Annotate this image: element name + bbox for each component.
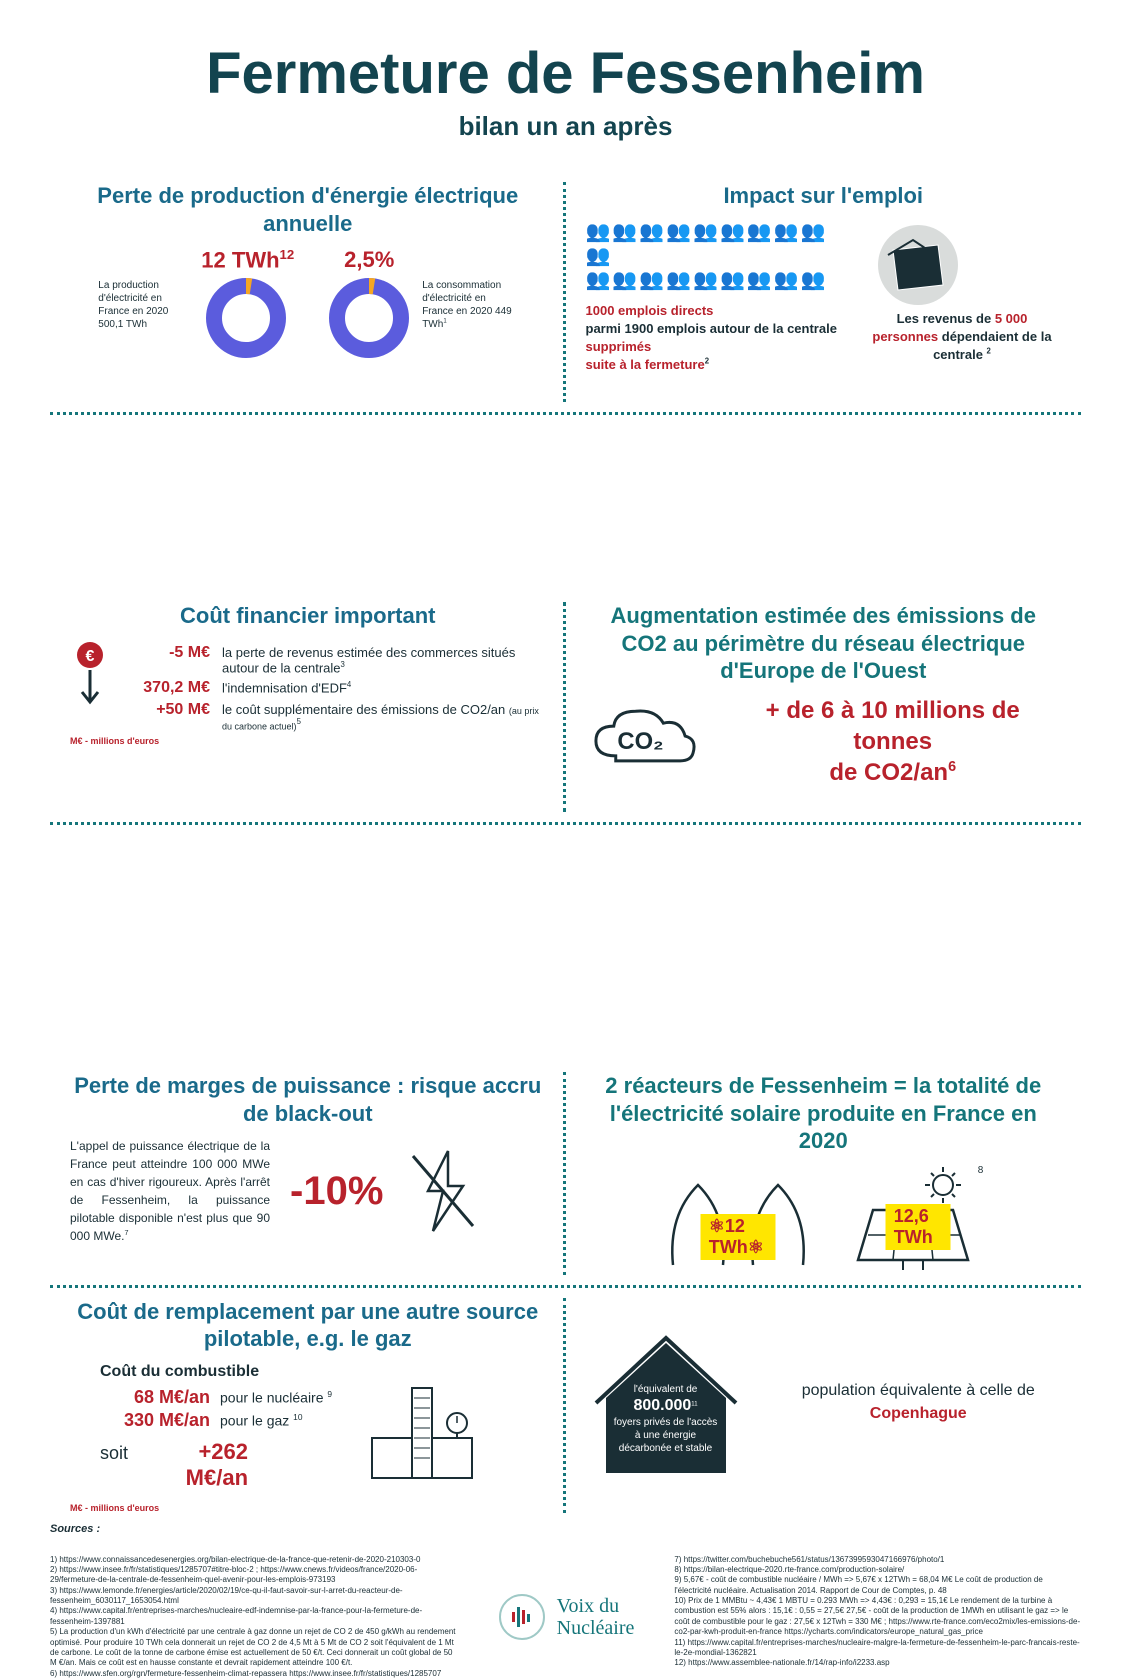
- sources-title: Sources :: [50, 1523, 1081, 1535]
- wallet-icon: [863, 220, 973, 310]
- co2-value: + de 6 à 10 millions de tonnes de CO2/an…: [724, 695, 1061, 789]
- gas-plant-icon: [352, 1368, 492, 1488]
- population-text: population équivalente à celle de Copenh…: [776, 1380, 1062, 1425]
- logo: Voix duNucléaire: [477, 1555, 655, 1679]
- sources-col2: 7) https://twitter.com/buchebuche561/sta…: [674, 1555, 1081, 1679]
- section-co2: Augmentation estimée des émissions de CO…: [566, 592, 1082, 822]
- section-title: Perte de production d'énergie électrique…: [70, 182, 546, 237]
- fuel-note: M€ - millions d'euros: [70, 1503, 546, 1513]
- section-employment: Impact sur l'emploi 👥👥👥👥👥👥👥👥👥👥👥👥👥👥👥👥👥👥👥 …: [566, 172, 1082, 412]
- section-blackout: Perte de marges de puissance : risque ac…: [50, 1062, 566, 1285]
- section-households: l'équivalent de 800.00011 foyers privés …: [566, 1288, 1082, 1523]
- blackout-text: L'appel de puissance électrique de la Fr…: [70, 1137, 270, 1245]
- infographic-grid: Perte de production d'énergie électrique…: [50, 172, 1081, 1523]
- section-title: Perte de marges de puissance : risque ac…: [70, 1072, 546, 1127]
- section-title: Augmentation estimée des émissions de CO…: [586, 602, 1062, 685]
- donut1-label: La production d'électricité en France en…: [98, 279, 193, 331]
- blackout-value: -10%: [290, 1169, 383, 1214]
- section-title: Impact sur l'emploi: [586, 182, 1062, 210]
- sources-col1: 1) https://www.connaissancedesenergies.o…: [50, 1555, 457, 1679]
- people-icons: 👥👥👥👥👥👥👥👥👥👥👥👥👥👥👥👥👥👥👥: [586, 220, 843, 292]
- svg-text:CO₂: CO₂: [617, 728, 663, 755]
- svg-text:€: €: [86, 648, 95, 665]
- emp-text1: 1000 emplois directs parmi 1900 emplois …: [586, 302, 843, 375]
- co2-cloud-icon: CO₂: [586, 701, 705, 781]
- section-title: Coût de remplacement par une autre sourc…: [70, 1298, 546, 1353]
- main-subtitle: bilan un an après: [50, 111, 1081, 142]
- section-title: Coût financier important: [70, 602, 546, 630]
- house-text: l'équivalent de 800.00011 foyers privés …: [611, 1383, 721, 1456]
- fuel-total: +262 M€/an: [138, 1439, 248, 1491]
- logo-icon: [497, 1592, 547, 1642]
- solar-value: 12,6 TWh: [886, 1204, 951, 1250]
- emp-text2: Les revenus de 5 000 personnes dépendaie…: [863, 310, 1061, 365]
- main-title: Fermeture de Fessenheim: [50, 40, 1081, 107]
- donut1-value: 12 TWh12: [201, 247, 294, 273]
- section-financial: Coût financier important € -5 M€la perte…: [50, 592, 566, 822]
- donut2-value: 2,5%: [324, 247, 414, 273]
- fin-note: M€ - millions d'euros: [70, 736, 546, 746]
- section-replacement: Coût de remplacement par une autre sourc…: [50, 1288, 566, 1523]
- donut-chart-1: [201, 273, 291, 363]
- sources-block: 1) https://www.connaissancedesenergies.o…: [50, 1555, 1081, 1679]
- reactor-value: ⚛12 TWh⚛: [701, 1214, 776, 1260]
- section-production-loss: Perte de production d'énergie électrique…: [50, 172, 566, 412]
- euro-down-icon: €: [70, 640, 110, 720]
- no-bolt-icon: [403, 1141, 483, 1241]
- donut2-label: La consommation d'électricité en France …: [422, 279, 517, 331]
- section-reactors: 2 réacteurs de Fessenheim = la totalité …: [566, 1062, 1082, 1285]
- fuel-subtitle: Coût du combustible: [100, 1363, 332, 1381]
- section-title: 2 réacteurs de Fessenheim = la totalité …: [586, 1072, 1062, 1155]
- donut-chart-2: [324, 273, 414, 363]
